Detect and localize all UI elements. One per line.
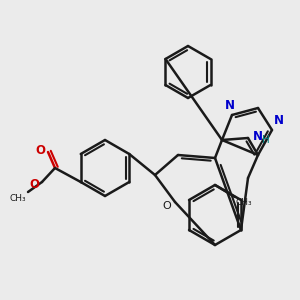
Text: O: O (35, 145, 45, 158)
Text: O: O (29, 178, 39, 190)
Text: N: N (225, 99, 235, 112)
Text: O: O (163, 201, 171, 211)
Text: H: H (262, 135, 270, 145)
Text: N: N (253, 130, 263, 142)
Text: CH₃: CH₃ (9, 194, 26, 203)
Text: CH₃: CH₃ (236, 198, 253, 207)
Text: N: N (274, 114, 284, 127)
